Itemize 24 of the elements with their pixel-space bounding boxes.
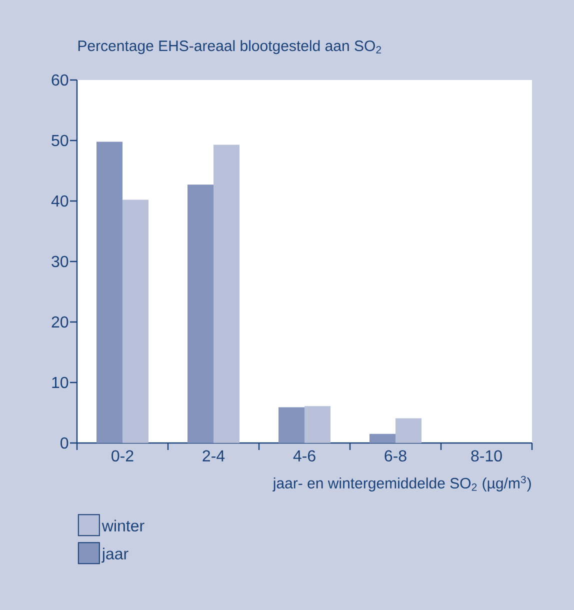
y-tick-label: 10	[52, 376, 68, 388]
y-tick-label: 0	[60, 437, 68, 449]
bar	[188, 184, 214, 443]
legend-label: winter	[102, 520, 144, 532]
bar	[278, 407, 304, 443]
y-tick-label: 50	[52, 134, 68, 146]
x-tick-label: 4-6	[293, 450, 316, 462]
y-tick-label: 60	[52, 74, 68, 86]
legend-label: jaar	[102, 548, 128, 563]
x-tick-label: 6-8	[384, 450, 406, 462]
x-tick-label: 0-2	[112, 450, 134, 462]
y-tick-label: 30	[52, 256, 68, 268]
y-tick-label: 20	[52, 316, 68, 328]
bar	[122, 200, 148, 443]
bar	[370, 434, 396, 443]
chart-title: Percentage EHS-areaal blootgesteld aan SO$_{2}$	[78, 40, 382, 54]
bar	[396, 418, 422, 443]
bar	[96, 142, 122, 443]
x-tick-label: 8-10	[471, 450, 502, 462]
bar	[214, 144, 240, 443]
x-tick-label: 2-4	[202, 450, 225, 462]
x-axis-title: jaar- en wintergemiddelde SO$_{2}$ (µg/m$^{3}$)	[272, 476, 531, 492]
bar	[304, 406, 330, 443]
y-tick-label: 40	[51, 195, 68, 207]
